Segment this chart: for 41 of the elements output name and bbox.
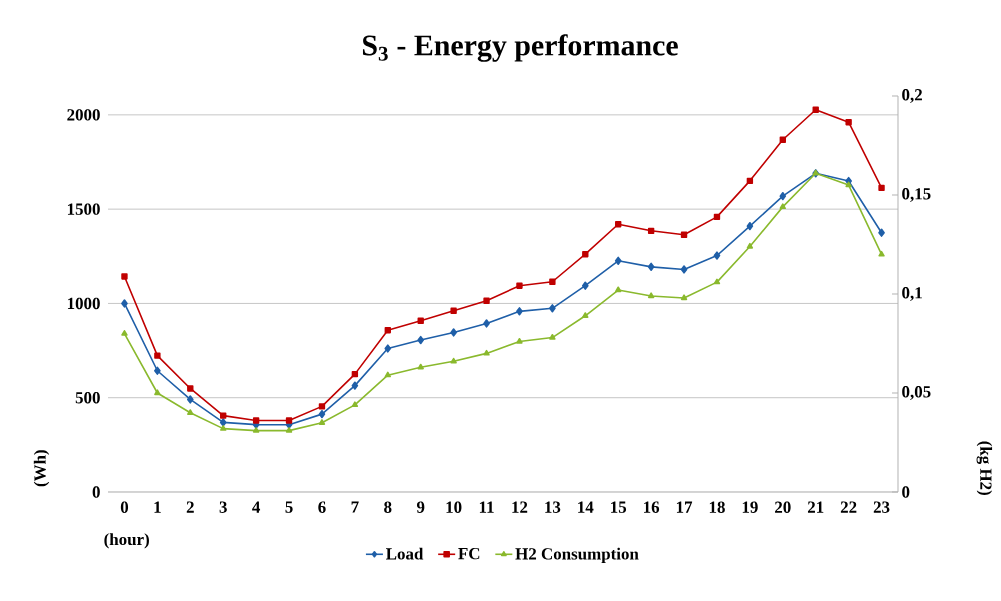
x-tick-label: 7 [351,501,359,513]
x-tick-label: 16 [644,501,660,513]
x-tick-label: 5 [285,501,293,513]
y-tick-label: 500 [75,392,100,404]
x-tick-label: 19 [742,501,758,513]
legend-label: Load [386,547,424,560]
y2-tick-label: 0,1 [902,287,922,301]
x-tick-label: 0 [120,501,129,513]
x-tick-label: 6 [318,501,326,513]
x-tick-label: 22 [840,501,857,513]
x-tick-label: 13 [545,501,561,513]
y-tick-label: 1000 [67,297,100,310]
x-tick-label: 2 [186,501,194,513]
x-tick-label: 23 [873,501,890,513]
y2-tick-label: 0,15 [902,188,931,202]
y-tick-label: 1500 [67,203,100,215]
y2-tick-label: 0,2 [902,89,922,103]
y-tick-label: 2000 [67,109,100,121]
y2-axis-title: (kg H2) [976,441,993,495]
x-tick-label: 17 [676,501,693,513]
x-tick-label: 11 [479,501,494,513]
x-tick-label: 20 [775,501,791,513]
x-tick-label: 21 [807,501,824,513]
x-tick-label: 15 [611,501,627,513]
y2-tick-label: 0 [902,486,910,498]
y-axis-title: (Wh) [33,450,50,487]
x-tick-label: 12 [512,501,528,513]
y-tick-label: 0 [92,486,100,498]
x-tick-label: 18 [709,501,725,513]
y2-tick-label: 0,05 [902,386,931,400]
x-tick-label: 9 [416,501,425,513]
x-tick-label: 8 [384,501,392,513]
x-tick-label: 4 [252,501,261,513]
x-axis-title: (hour) [104,533,149,549]
chart-title: S$_{3}$ - Energy performance [362,34,678,62]
x-tick-label: 14 [578,501,594,513]
x-tick-label: 3 [219,501,227,513]
legend-label: FC [458,547,480,560]
x-tick-label: 1 [154,501,161,513]
x-tick-label: 10 [446,501,462,513]
legend-label: H2 Consumption [515,547,639,564]
